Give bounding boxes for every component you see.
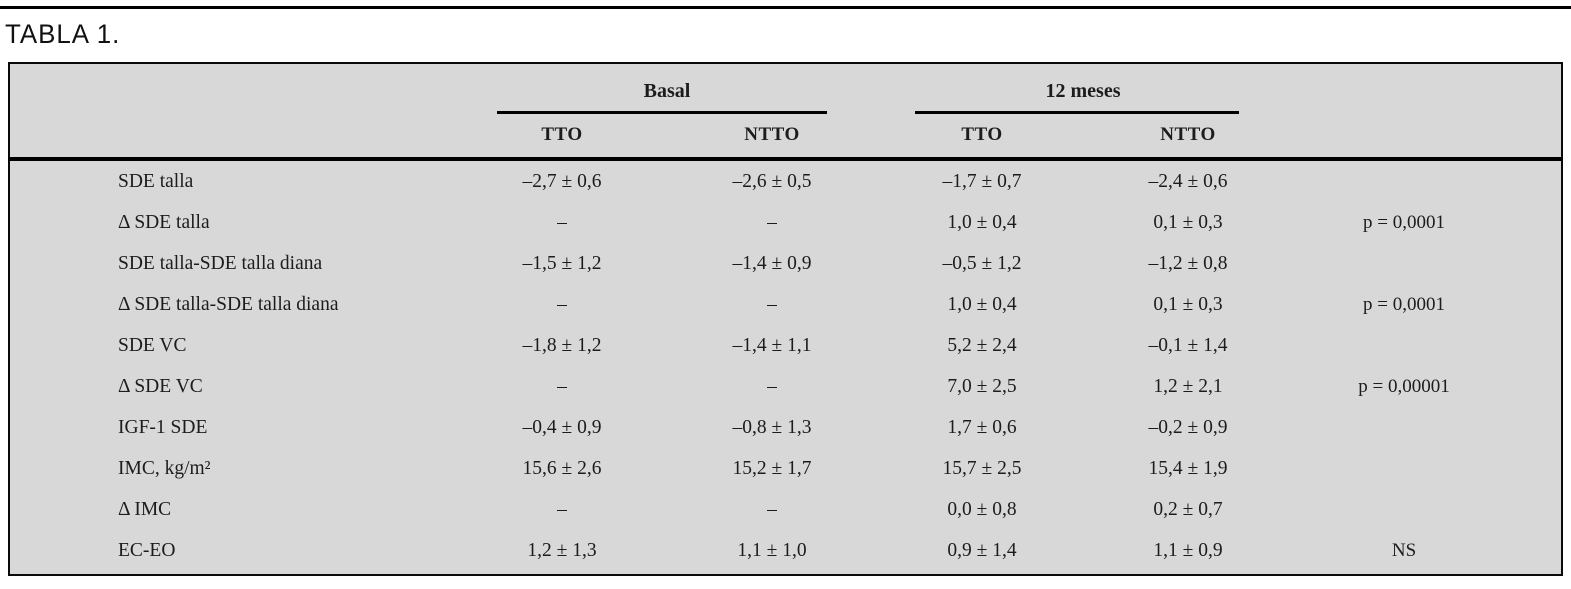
table-row: Δ IMC – – 0,0 ± 0,8 0,2 ± 0,7: [10, 490, 1561, 531]
12-meses-group-underline: [915, 111, 1239, 114]
value-cell-12m-tto: 0,0 ± 0,8: [947, 499, 1017, 521]
table-row: IGF-1 SDE –0,4 ± 0,9 –0,8 ± 1,3 1,7 ± 0,…: [10, 408, 1561, 449]
value-cell-basal-tto: –1,5 ± 1,2: [522, 252, 602, 274]
p-value-cell: p = 0,0001: [1363, 293, 1445, 315]
value-cell-basal-tto: –: [557, 376, 567, 398]
row-label-cell: Δ SDE VC: [118, 376, 203, 398]
subheader-row: TTO NTTO TTO NTTO: [10, 118, 1561, 152]
p-value-cell: NS: [1391, 540, 1417, 562]
table-row: Δ SDE talla – – 1,0 ± 0,4 0,1 ± 0,3 p = …: [10, 202, 1561, 243]
value-cell-12m-ntto: –1,2 ± 0,8: [1148, 252, 1228, 274]
col-header-basal-tto: TTO: [541, 124, 583, 145]
table-row: IMC, kg/m² 15,6 ± 2,6 15,2 ± 1,7 15,7 ± …: [10, 449, 1561, 490]
table-row: EC-EO 1,2 ± 1,3 1,1 ± 1,0 0,9 ± 1,4 1,1 …: [10, 531, 1561, 572]
column-group-12-meses: 12 meses: [1045, 80, 1121, 102]
value-cell-basal-tto: –: [557, 293, 567, 315]
value-cell-basal-ntto: –: [767, 376, 777, 398]
value-cell-basal-tto: –: [557, 211, 567, 233]
table-row: SDE VC –1,8 ± 1,2 –1,4 ± 1,1 5,2 ± 2,4 –…: [10, 325, 1561, 366]
value-cell-basal-tto: –1,8 ± 1,2: [522, 334, 602, 356]
row-label-cell: SDE talla: [118, 170, 194, 192]
row-label-cell: Δ SDE talla-SDE talla diana: [118, 293, 339, 315]
value-cell-12m-tto: 5,2 ± 2,4: [947, 334, 1017, 356]
value-cell-basal-tto: –0,4 ± 0,9: [522, 417, 602, 439]
value-cell-basal-ntto: –1,4 ± 0,9: [732, 252, 812, 274]
table-title: TABLA 1.: [5, 19, 121, 49]
value-cell-12m-ntto: –0,2 ± 0,9: [1148, 417, 1228, 439]
value-cell-basal-ntto: –0,8 ± 1,3: [732, 417, 812, 439]
value-cell-basal-ntto: –: [767, 293, 777, 315]
value-cell-basal-tto: –2,7 ± 0,6: [522, 170, 602, 192]
col-header-12m-tto: TTO: [961, 124, 1003, 145]
row-label-cell: SDE talla-SDE talla diana: [118, 252, 323, 274]
value-cell-basal-tto: –: [557, 499, 567, 521]
value-cell-basal-ntto: –2,6 ± 0,5: [732, 170, 812, 192]
value-cell-12m-tto: –0,5 ± 1,2: [942, 252, 1022, 274]
value-cell-12m-ntto: 0,1 ± 0,3: [1153, 211, 1223, 233]
p-value-cell: p = 0,00001: [1358, 376, 1450, 398]
column-group-basal: Basal: [643, 80, 691, 102]
value-cell-basal-ntto: –: [767, 499, 777, 521]
p-value-cell: p = 0,0001: [1363, 211, 1445, 233]
table-row: SDE talla –2,7 ± 0,6 –2,6 ± 0,5 –1,7 ± 0…: [10, 161, 1561, 202]
value-cell-12m-ntto: 1,2 ± 2,1: [1153, 376, 1223, 398]
data-table: Basal 12 meses TTO NTTO TTO NTTO SDE tal…: [8, 62, 1563, 576]
table-row: SDE talla-SDE talla diana –1,5 ± 1,2 –1,…: [10, 243, 1561, 284]
value-cell-12m-ntto: 1,1 ± 0,9: [1153, 540, 1223, 562]
value-cell-12m-ntto: –0,1 ± 1,4: [1148, 334, 1228, 356]
header-separator-rule: [8, 157, 1563, 161]
value-cell-basal-ntto: 15,2 ± 1,7: [732, 458, 812, 480]
value-cell-12m-tto: 15,7 ± 2,5: [942, 458, 1022, 480]
value-cell-12m-tto: –1,7 ± 0,7: [942, 170, 1022, 192]
col-header-basal-ntto: NTTO: [744, 124, 800, 145]
table-row: Δ SDE VC – – 7,0 ± 2,5 1,2 ± 2,1 p = 0,0…: [10, 366, 1561, 407]
row-label-cell: Δ IMC: [118, 499, 172, 521]
row-label-cell: SDE VC: [118, 334, 187, 356]
value-cell-12m-tto: 7,0 ± 2,5: [947, 376, 1017, 398]
row-label-cell: Δ SDE talla: [118, 211, 210, 233]
row-label-cell: IGF-1 SDE: [118, 417, 208, 439]
table-body: SDE talla –2,7 ± 0,6 –2,6 ± 0,5 –1,7 ± 0…: [10, 161, 1561, 572]
value-cell-12m-ntto: 15,4 ± 1,9: [1148, 458, 1228, 480]
value-cell-12m-tto: 1,7 ± 0,6: [947, 417, 1017, 439]
value-cell-12m-tto: 0,9 ± 1,4: [947, 540, 1017, 562]
value-cell-12m-tto: 1,0 ± 0,4: [947, 293, 1017, 315]
basal-group-underline: [497, 111, 827, 114]
col-header-12m-ntto: NTTO: [1160, 124, 1216, 145]
value-cell-basal-ntto: –: [767, 211, 777, 233]
value-cell-basal-tto: 1,2 ± 1,3: [527, 540, 597, 562]
top-rule: [0, 6, 1571, 9]
row-label-cell: EC-EO: [118, 540, 176, 562]
value-cell-12m-ntto: 0,1 ± 0,3: [1153, 293, 1223, 315]
row-label-cell: IMC, kg/m²: [118, 458, 211, 480]
table-row: Δ SDE talla-SDE talla diana – – 1,0 ± 0,…: [10, 284, 1561, 325]
value-cell-12m-tto: 1,0 ± 0,4: [947, 211, 1017, 233]
value-cell-basal-ntto: 1,1 ± 1,0: [737, 540, 807, 562]
value-cell-12m-ntto: –2,4 ± 0,6: [1148, 170, 1228, 192]
value-cell-basal-tto: 15,6 ± 2,6: [522, 458, 602, 480]
value-cell-basal-ntto: –1,4 ± 1,1: [732, 334, 812, 356]
value-cell-12m-ntto: 0,2 ± 0,7: [1153, 499, 1223, 521]
